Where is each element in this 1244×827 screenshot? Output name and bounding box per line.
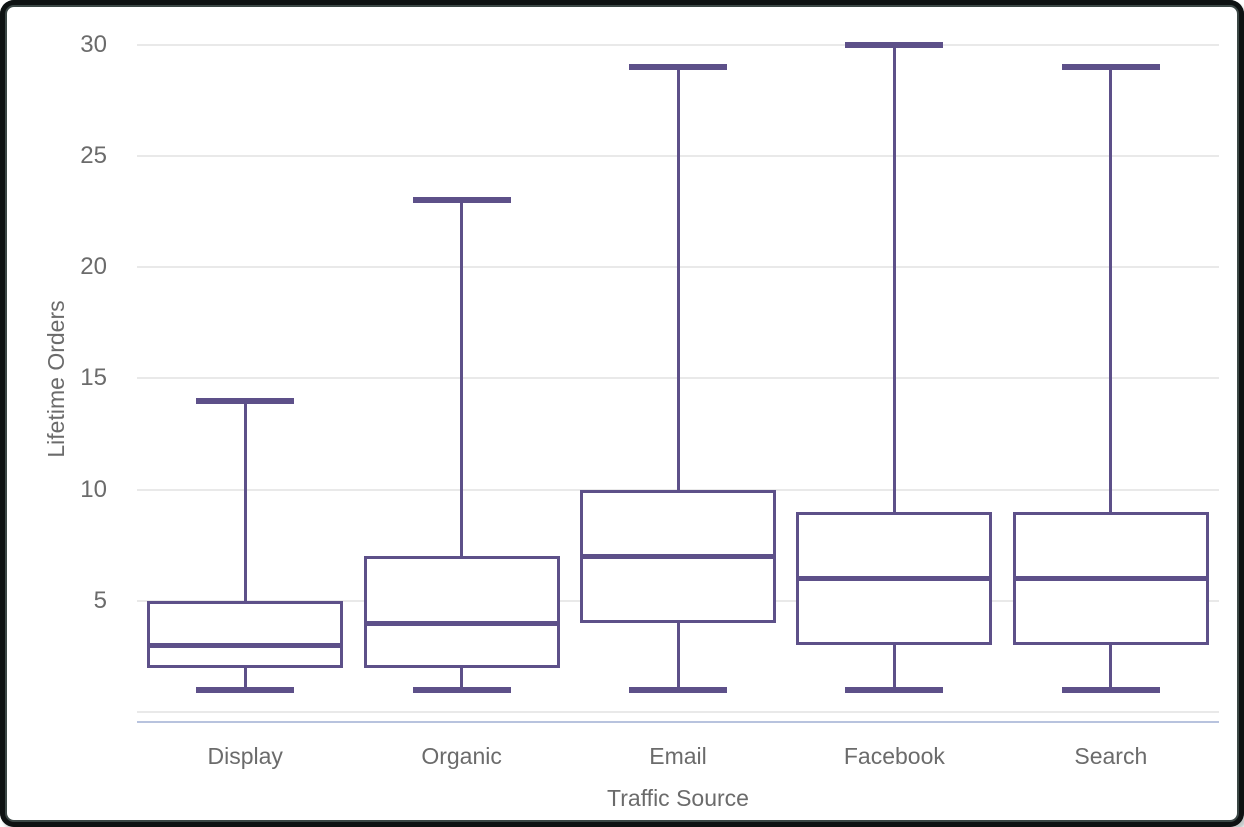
median-line: [147, 642, 344, 648]
x-tick-label-organic: Organic: [421, 743, 502, 769]
whisker-top-cap: [196, 397, 295, 404]
whisker-bottom-cap: [845, 686, 944, 693]
y-tick-label: 30: [80, 30, 107, 58]
y-tick-label: 25: [80, 142, 107, 169]
x-axis-line: [137, 721, 1219, 723]
y-axis-title: Lifetime Orders: [43, 300, 69, 458]
y-tick-label: 10: [80, 475, 107, 503]
whisker-top-cap: [845, 41, 944, 48]
x-axis-baseline: [137, 711, 1219, 713]
median-line: [1012, 576, 1209, 582]
whisker-bottom-cap: [412, 686, 511, 693]
whisker-top-line: [892, 44, 896, 512]
median-line: [580, 553, 776, 559]
whisker-top-cap: [412, 197, 511, 204]
x-tick-label-display: Display: [207, 743, 283, 769]
whisker-bottom-line: [243, 667, 247, 690]
whisker-bottom-cap: [1061, 686, 1160, 693]
whisker-bottom-line: [460, 667, 464, 690]
whisker-top-line: [676, 67, 680, 490]
x-tick-label-search: Search: [1074, 743, 1148, 769]
whisker-bottom-line: [1109, 645, 1113, 690]
whisker-bottom-cap: [629, 686, 727, 693]
y-tick-label: 20: [80, 253, 107, 281]
whisker-bottom-line: [676, 623, 680, 690]
whisker-top-cap: [1061, 64, 1160, 71]
iqr-box: [147, 600, 344, 668]
y-gridline: [137, 43, 1219, 46]
whisker-top-line: [1109, 67, 1113, 512]
median-line: [796, 576, 993, 582]
whisker-top-line: [460, 200, 464, 557]
whisker-top-cap: [629, 64, 727, 71]
whisker-bottom-line: [892, 645, 896, 690]
whisker-bottom-cap: [196, 686, 295, 693]
iqr-box: [363, 556, 560, 668]
x-axis-title: Traffic Source: [607, 785, 749, 811]
x-tick-label-email: Email: [649, 743, 707, 769]
whisker-top-line: [243, 400, 247, 601]
median-line: [363, 620, 560, 626]
y-tick-label: 15: [80, 364, 107, 392]
y-tick-label: 5: [93, 586, 107, 614]
x-tick-label-facebook: Facebook: [843, 743, 945, 769]
